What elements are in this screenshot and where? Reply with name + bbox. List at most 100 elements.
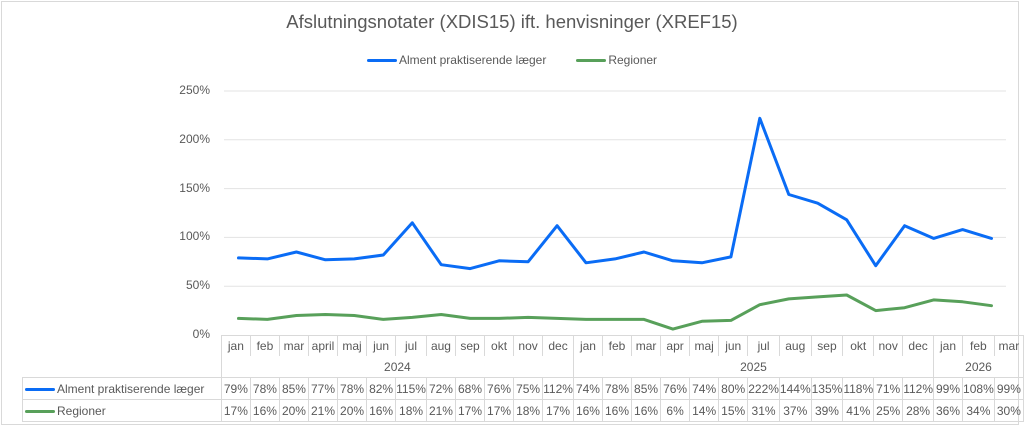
value-cell: 99% (932, 377, 964, 400)
value-cell: 112% (542, 377, 574, 400)
value-cell: 85% (631, 377, 662, 400)
month-cell: aug (425, 335, 456, 356)
legend-swatch-green-icon (576, 58, 607, 62)
value-cell: 115% (395, 377, 427, 400)
month-cell: feb (962, 335, 995, 356)
value-cell: 17% (484, 399, 515, 422)
legend-swatch-blue-icon (366, 58, 397, 62)
series-line (237, 116, 993, 271)
series-row: Regioner 17% 16% 20% 21% 20% 16% 18% 21% 17% 17% 18… (22, 399, 1024, 422)
y-tick-label: 50% (185, 278, 210, 293)
month-cell: mar (993, 335, 1024, 356)
value-cell: 85% (278, 377, 309, 400)
value-cell: 80% (718, 377, 749, 400)
chart-title: Afslutningsnotater (XDIS15) ift. henvisn… (286, 11, 738, 32)
value-cell: 17% (454, 399, 486, 422)
month-cell: dec (902, 335, 934, 356)
value-cell: 37% (778, 399, 812, 422)
month-cell: jan (932, 335, 964, 356)
value-cell: 18% (513, 399, 544, 422)
value-cell: 76% (484, 377, 515, 400)
value-cell: 17% (542, 399, 574, 422)
month-cell: mar (278, 335, 309, 356)
value-cell: 16% (572, 399, 603, 422)
month-cell: sep (810, 335, 844, 356)
month-cell: april (307, 335, 339, 356)
month-cell: mar (631, 335, 662, 356)
series-line (237, 293, 993, 331)
legend-item-regioner: Regioner (576, 53, 657, 67)
value-cell: 16% (366, 399, 397, 422)
value-cell: 14% (689, 399, 720, 422)
legend-label: Alment praktiserende læger (398, 53, 547, 67)
value-cell: 6% (660, 399, 691, 422)
y-tick-label: 250% (179, 83, 210, 97)
value-cell: 78% (337, 377, 368, 400)
value-cell: 222% (747, 377, 780, 400)
value-cell: 16% (631, 399, 662, 422)
value-cell: 71% (873, 377, 904, 400)
month-cell: okt (842, 335, 875, 356)
month-cell: okt (484, 335, 515, 356)
y-tick-label: 100% (179, 229, 210, 244)
value-cell: 20% (337, 399, 368, 422)
month-cell: jul (395, 335, 427, 356)
value-cell: 39% (810, 399, 844, 422)
value-cell: 25% (873, 399, 904, 422)
value-cell: 41% (842, 399, 875, 422)
value-cell: 21% (425, 399, 456, 422)
value-cell: 68% (454, 377, 486, 400)
value-cell: 36% (932, 399, 964, 422)
year-cell: 2025 (572, 356, 935, 378)
value-cell: 135% (810, 377, 844, 400)
series-row: Alment praktiserende læger 79% 78% 85% 77% 78… (22, 377, 1024, 400)
value-cell: 76% (660, 377, 691, 400)
series-swatch-icon (25, 409, 55, 413)
value-cell: 74% (689, 377, 720, 400)
month-cell: sep (454, 335, 486, 356)
month-cell: apr (660, 335, 691, 356)
series-label: Alment praktiserende læger (22, 377, 222, 400)
month-cell: jan (220, 335, 251, 356)
value-cell: 78% (249, 377, 280, 400)
value-cell: 82% (366, 377, 397, 400)
value-cell: 34% (962, 399, 995, 422)
value-cell: 17% (220, 399, 251, 422)
value-cell: 74% (572, 377, 603, 400)
month-cell: maj (689, 335, 720, 356)
value-cell: 112% (902, 377, 934, 400)
value-cell: 15% (718, 399, 749, 422)
y-tick-label: 200% (179, 131, 210, 146)
value-cell: 16% (249, 399, 280, 422)
month-row: jan feb mar april maj jun jul aug sep okt nov dec ja… (23, 335, 1024, 356)
value-cell: 77% (307, 377, 339, 400)
y-tick-label: 150% (179, 180, 210, 195)
legend-label: Regioner (608, 53, 658, 67)
month-cell: feb (601, 335, 633, 356)
year-cell: 2026 (933, 356, 1024, 378)
month-cell: jun (718, 335, 749, 356)
value-cell: 118% (842, 377, 875, 400)
value-cell: 18% (395, 399, 427, 422)
month-cell: feb (249, 335, 280, 356)
y-tick-label: 0% (192, 327, 210, 341)
value-cell: 108% (962, 377, 995, 400)
value-cell: 30% (993, 399, 1024, 422)
value-cell: 75% (513, 377, 544, 400)
value-cell: 31% (747, 399, 780, 422)
table-corner (23, 336, 222, 378)
month-cell: nov (873, 335, 904, 356)
month-cell: jun (366, 335, 397, 356)
chart-legend: Alment praktiserende læger Regioner (0, 53, 1024, 67)
year-cell: 2024 (220, 356, 574, 378)
legend-item-alment: Alment praktiserende læger (366, 53, 547, 67)
value-cell: 20% (278, 399, 309, 422)
month-cell: nov (513, 335, 544, 356)
value-cell: 79% (220, 377, 251, 400)
series-label: Regioner (22, 399, 222, 422)
value-cell: 144% (778, 377, 812, 400)
month-cell: maj (337, 335, 368, 356)
value-cell: 78% (601, 377, 633, 400)
